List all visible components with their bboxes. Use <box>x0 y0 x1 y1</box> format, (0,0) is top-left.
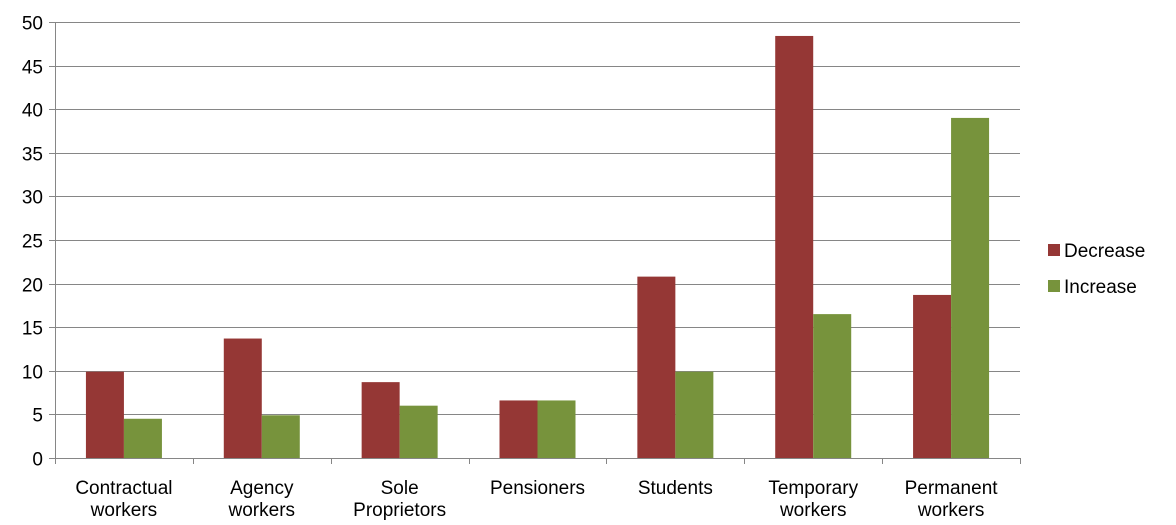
bar-increase <box>399 405 438 458</box>
bar-decrease <box>637 276 676 458</box>
x-tick-label-line: Contractual <box>75 478 172 499</box>
bar-increase <box>261 415 300 458</box>
y-tick-label: 45 <box>22 58 43 79</box>
y-tick-label: 15 <box>22 319 43 340</box>
legend-label-increase: Increase <box>1064 277 1137 298</box>
bar-increase <box>675 371 714 458</box>
y-tick-label: 50 <box>22 14 43 35</box>
x-tick-label-line: Permanent <box>905 478 999 499</box>
legend-swatch-decrease <box>1048 244 1060 256</box>
x-tick-label: Contractual workers <box>75 478 172 521</box>
axes <box>49 22 1021 464</box>
x-tick-label-line: workers <box>779 500 847 521</box>
bar-increase <box>123 418 162 458</box>
bar-increase <box>537 400 576 458</box>
x-tick-label-line: workers <box>228 500 296 521</box>
bar-increase <box>813 314 852 458</box>
legend-swatch-increase <box>1048 280 1060 292</box>
x-tick-label: Sole Proprietors <box>353 478 446 521</box>
x-tick-label: Permanent workers <box>905 478 999 521</box>
y-tick-labels: 0 5 10 15 20 25 30 35 40 45 50 <box>22 14 43 471</box>
x-tick-label: Agency workers <box>228 478 296 521</box>
bar-decrease <box>85 371 124 458</box>
x-tick-label-line: Temporary <box>768 478 858 499</box>
bars <box>85 35 990 459</box>
x-tick-label: Pensioners <box>490 478 585 499</box>
x-tick-label-line: Students <box>638 478 713 499</box>
y-tick-label: 40 <box>22 101 43 122</box>
legend: Decrease Increase <box>1048 241 1145 298</box>
bar-decrease <box>913 294 952 458</box>
bar-decrease <box>499 400 538 458</box>
x-tick-label-line: workers <box>917 500 985 521</box>
bar-increase <box>951 117 990 459</box>
x-tick-label-line: Pensioners <box>490 478 585 499</box>
gridlines <box>55 22 1020 415</box>
y-tick-label: 35 <box>22 145 43 166</box>
y-tick-label: 5 <box>32 406 43 427</box>
x-tick-label: Temporary workers <box>768 478 858 521</box>
y-tick-label: 0 <box>32 450 43 471</box>
x-tick-label-line: workers <box>90 500 158 521</box>
x-tick-label-line: Agency <box>230 478 294 499</box>
bar-decrease <box>223 338 262 458</box>
y-tick-label: 25 <box>22 232 43 253</box>
bar-decrease <box>361 382 400 458</box>
y-tick-label: 30 <box>22 188 43 209</box>
y-tick-label: 20 <box>22 276 43 297</box>
x-tick-label: Students <box>638 478 713 499</box>
x-tick-label-line: Proprietors <box>353 500 446 521</box>
bar-decrease <box>775 35 814 459</box>
x-tick-label-line: Sole <box>381 478 419 499</box>
y-tick-label: 10 <box>22 363 43 384</box>
legend-label-decrease: Decrease <box>1064 241 1145 262</box>
